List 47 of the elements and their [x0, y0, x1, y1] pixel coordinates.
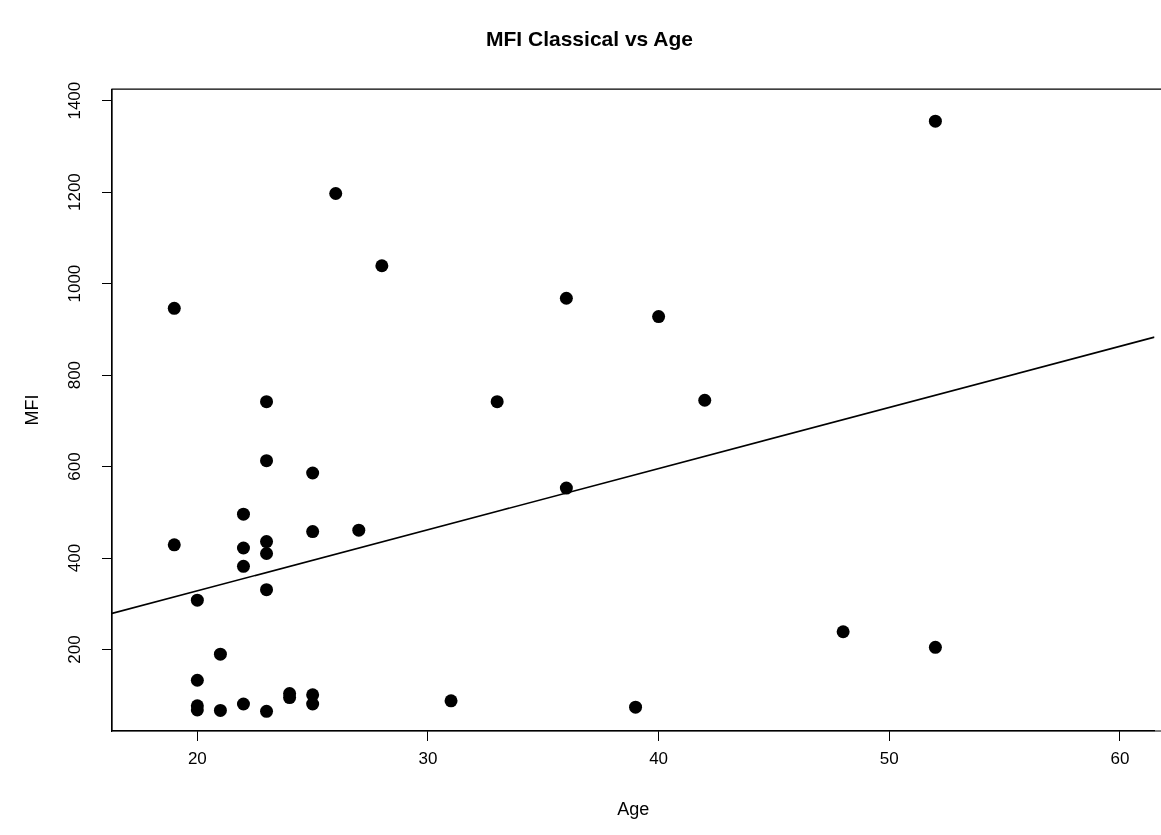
point	[352, 523, 366, 537]
point	[490, 395, 504, 409]
point	[260, 583, 274, 597]
x-tick-label: 50	[879, 748, 899, 768]
y-tick-label: 800	[64, 360, 84, 390]
point	[213, 647, 227, 661]
point	[928, 640, 942, 654]
y-tick-label: 600	[64, 452, 84, 481]
point	[928, 114, 942, 128]
point	[190, 593, 204, 607]
point	[559, 291, 573, 305]
x-tick-label: 60	[1110, 748, 1130, 768]
y-tick-label: 400	[64, 543, 84, 573]
point	[698, 393, 712, 407]
point	[629, 700, 643, 714]
x-axis-title: Age	[617, 799, 650, 820]
point	[652, 310, 666, 324]
point	[306, 525, 320, 539]
point	[260, 547, 274, 561]
point	[260, 395, 274, 409]
point	[375, 259, 389, 273]
x-tick-label: 20	[187, 748, 207, 768]
point	[306, 466, 320, 480]
y-tick-label: 200	[64, 635, 84, 664]
point	[236, 507, 250, 521]
point	[444, 694, 458, 708]
point	[260, 454, 274, 468]
point	[329, 187, 343, 200]
point	[260, 704, 274, 718]
x-tick-label: 30	[418, 748, 438, 768]
point	[236, 697, 250, 711]
y-tick-label: 1000	[64, 264, 84, 303]
point	[167, 301, 181, 315]
point	[236, 559, 250, 573]
point	[236, 541, 250, 555]
y-axis-title: MFI	[21, 394, 42, 426]
y-tick-label: 1200	[64, 173, 84, 212]
point	[213, 703, 227, 717]
point	[836, 625, 850, 639]
chart-title: MFI Classical vs Age	[486, 27, 693, 51]
point	[190, 673, 204, 687]
x-tick-label: 40	[649, 748, 669, 768]
point	[167, 538, 181, 552]
y-tick-label: 1400	[64, 81, 84, 120]
point	[559, 481, 573, 495]
point	[306, 697, 320, 711]
point	[260, 535, 274, 549]
